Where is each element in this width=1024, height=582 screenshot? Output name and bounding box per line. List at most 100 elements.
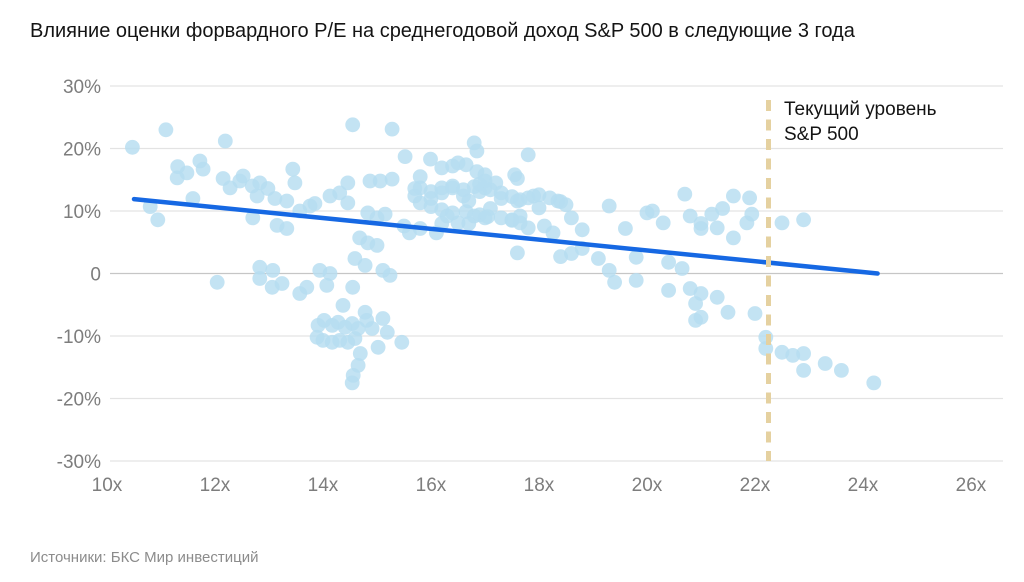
data-point	[661, 283, 676, 298]
y-tick-label: 30%	[63, 77, 101, 98]
data-point	[364, 321, 380, 336]
data-point	[344, 375, 360, 391]
data-point	[693, 221, 709, 236]
data-point	[340, 195, 356, 211]
data-point	[267, 191, 283, 206]
data-point	[379, 324, 395, 340]
data-point	[469, 143, 485, 159]
x-tick-label: 10x	[92, 475, 123, 496]
source-text: Источники: БКС Мир инвестиций	[30, 549, 258, 566]
y-axis-tick-labels: 30% 20% 10% 0 -10% -20% -30%	[57, 77, 101, 473]
data-point	[397, 149, 413, 165]
data-point	[450, 215, 466, 231]
data-point	[742, 190, 757, 206]
chart-title: Влияние оценки форвардного P/E на средне…	[30, 20, 856, 42]
data-point	[744, 206, 760, 222]
data-point	[726, 230, 741, 246]
y-tick-label: -30%	[57, 452, 101, 473]
data-point	[185, 191, 201, 206]
data-point	[591, 251, 606, 266]
data-point	[347, 331, 363, 346]
data-point	[235, 168, 251, 184]
y-tick-label: -10%	[57, 327, 101, 348]
data-point	[520, 220, 536, 236]
data-point	[370, 339, 386, 355]
data-point	[682, 208, 698, 224]
data-point	[322, 266, 338, 281]
x-tick-label: 12x	[200, 475, 231, 496]
current-level-label-line2: S&P 500	[784, 124, 859, 145]
current-level-label-line1: Текущий уровень	[784, 99, 937, 120]
data-point	[545, 225, 561, 241]
data-point	[274, 276, 290, 291]
data-point	[834, 363, 849, 378]
data-point	[217, 133, 233, 149]
data-point	[461, 193, 477, 209]
data-point	[817, 356, 833, 371]
data-point	[677, 186, 693, 202]
data-point	[285, 161, 301, 177]
data-point	[345, 117, 361, 133]
data-point	[693, 286, 709, 301]
data-point	[601, 263, 617, 278]
data-point	[377, 206, 393, 222]
y-tick-label: 0	[90, 265, 101, 286]
data-point	[796, 212, 811, 228]
y-tick-label: -20%	[57, 390, 101, 411]
data-point	[252, 259, 268, 275]
data-point	[299, 279, 315, 295]
data-point	[564, 210, 579, 226]
y-tick-label: 20%	[63, 140, 101, 161]
data-point	[661, 254, 676, 270]
data-point	[531, 200, 547, 216]
data-point	[693, 309, 709, 325]
x-tick-label: 20x	[632, 475, 663, 496]
data-point	[796, 346, 811, 361]
data-point	[245, 210, 261, 226]
data-point	[319, 278, 335, 293]
y-tick-label: 10%	[63, 202, 101, 223]
data-point	[715, 201, 730, 216]
data-point	[279, 221, 295, 236]
scatter-points	[124, 117, 882, 391]
data-point	[332, 185, 348, 201]
data-point	[458, 157, 474, 173]
data-point	[124, 139, 140, 155]
data-point	[796, 363, 811, 378]
data-point	[352, 346, 368, 361]
data-point	[601, 198, 617, 214]
data-point	[209, 274, 225, 290]
data-point	[423, 151, 438, 167]
data-point	[394, 334, 410, 350]
data-point	[372, 173, 388, 189]
data-point	[249, 188, 265, 204]
x-tick-label: 14x	[308, 475, 339, 496]
data-point	[150, 212, 166, 228]
data-point	[335, 298, 351, 313]
data-point	[179, 165, 195, 181]
data-point	[628, 273, 644, 288]
x-axis-tick-labels: 10x 12x 14x 16x 18x 20x 22x 24x 26x	[92, 475, 987, 496]
data-point	[252, 271, 268, 286]
data-point	[726, 188, 741, 204]
x-tick-label: 24x	[848, 475, 879, 496]
data-point	[558, 197, 574, 213]
x-tick-label: 26x	[956, 475, 987, 496]
data-point	[279, 193, 295, 209]
data-point	[357, 258, 373, 273]
trend-line	[131, 196, 880, 276]
data-point	[483, 201, 498, 216]
data-point	[709, 289, 725, 305]
data-point	[720, 304, 736, 320]
data-point	[412, 169, 428, 185]
data-point	[384, 121, 400, 137]
data-point	[709, 220, 725, 236]
data-point	[375, 311, 391, 326]
x-tick-label: 22x	[740, 475, 771, 496]
data-point	[384, 171, 400, 187]
data-point	[645, 203, 660, 219]
data-point	[307, 196, 323, 211]
data-point	[265, 263, 281, 278]
